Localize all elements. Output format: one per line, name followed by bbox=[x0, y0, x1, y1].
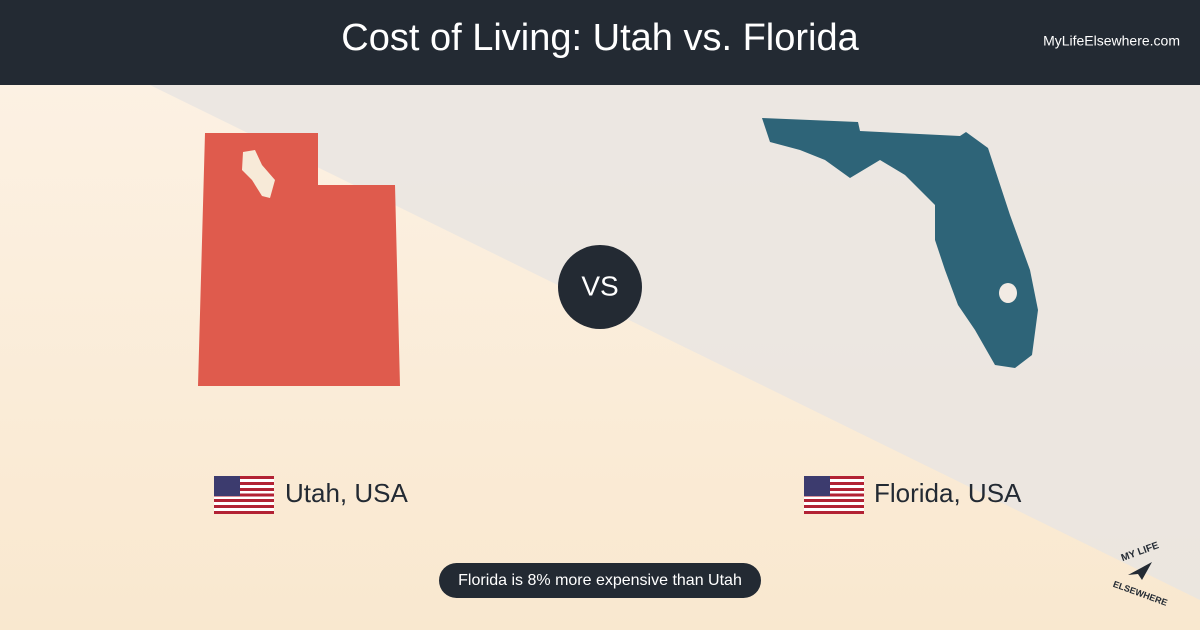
vs-badge bbox=[558, 245, 642, 329]
flag-right bbox=[804, 476, 864, 514]
site-name: MyLifeElsewhere.com bbox=[1043, 33, 1180, 49]
header-bar bbox=[0, 0, 1200, 85]
summary-text: Florida is 8% more expensive than Utah bbox=[458, 572, 742, 589]
florida-lake bbox=[999, 283, 1017, 303]
left-label: Utah, USA bbox=[285, 478, 408, 508]
utah-lake bbox=[242, 150, 275, 198]
flag-left bbox=[214, 476, 274, 514]
florida-map bbox=[762, 118, 1038, 368]
vs-text: VS bbox=[581, 270, 618, 301]
summary-pill bbox=[439, 563, 761, 598]
logo-plane bbox=[1128, 562, 1152, 580]
right-label: Florida, USA bbox=[874, 478, 1022, 508]
utah-map bbox=[198, 133, 400, 386]
title: Cost of Living: Utah vs. Florida bbox=[341, 17, 859, 59]
